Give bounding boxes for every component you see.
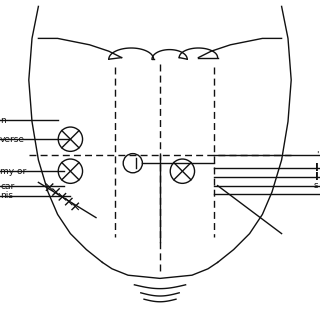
Text: ': ' <box>316 151 318 160</box>
Text: n: n <box>0 116 6 124</box>
Text: nis: nis <box>0 191 13 200</box>
Text: my or: my or <box>0 167 26 176</box>
Text: I: I <box>315 163 318 173</box>
Text: s: s <box>314 181 318 190</box>
Text: verse: verse <box>0 135 25 144</box>
Text: I: I <box>315 172 318 182</box>
Text: car: car <box>0 182 14 191</box>
